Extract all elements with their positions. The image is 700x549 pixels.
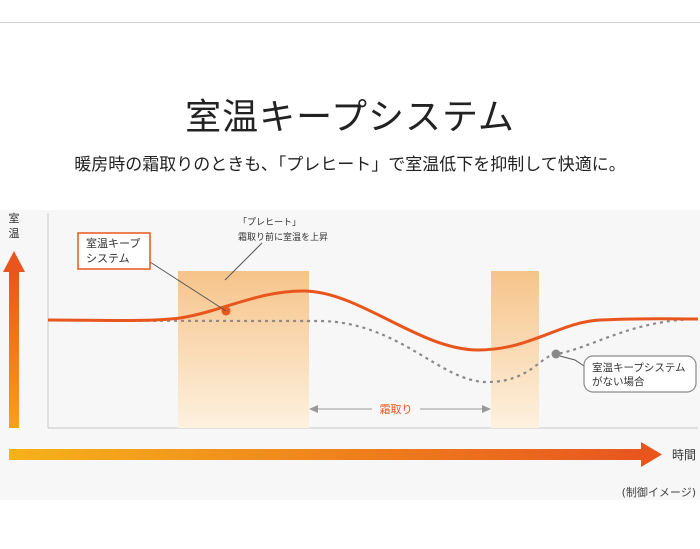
- keep-system-curve: [47, 289, 699, 352]
- keep-system-callout-line1: 室温キープ: [86, 236, 140, 250]
- preheat-leader: [224, 242, 263, 281]
- footnote: (制御イメージ): [621, 486, 696, 499]
- y-axis-label-2: 温: [9, 227, 20, 240]
- defrost-arrow-right: [482, 405, 491, 413]
- preheat-band: [178, 271, 309, 428]
- x-axis-arrow-shaft: [9, 449, 641, 460]
- no-system-callout-line1: 室温キープシステム: [592, 361, 686, 374]
- no-system-marker: [551, 349, 561, 359]
- no-system-callout-box: [583, 355, 697, 393]
- keep-system-callout-box: [77, 232, 151, 270]
- y-axis-arrow-head: [3, 251, 25, 272]
- defrost-label-bg: [372, 400, 420, 418]
- preheat-callout-line2: 霜取り前に室温を上昇: [238, 231, 328, 243]
- y-axis-arrow-shaft: [9, 272, 19, 428]
- x-axis-arrow-head: [641, 442, 662, 467]
- keep-system-callout-line2: システム: [86, 252, 130, 265]
- page-subtitle: 暖房時の霜取りのときも、「プレヒート」で室温低下を抑制して快適に。: [74, 155, 626, 175]
- defrost-label: 霜取り: [380, 403, 413, 416]
- no-system-leader: [559, 355, 585, 367]
- preheat-callout-line1: 「プレヒート」: [238, 217, 301, 228]
- top-divider: [0, 22, 700, 23]
- defrost-arrow-left: [309, 405, 318, 413]
- y-axis-label-1: 室: [9, 211, 20, 225]
- no-system-curve: [47, 317, 699, 384]
- no-system-callout-line2: がない場合: [592, 375, 645, 388]
- page-title: 室温キープシステム: [185, 97, 515, 138]
- x-axis-label: 時間: [672, 448, 696, 462]
- keep-system-leader: [149, 261, 227, 312]
